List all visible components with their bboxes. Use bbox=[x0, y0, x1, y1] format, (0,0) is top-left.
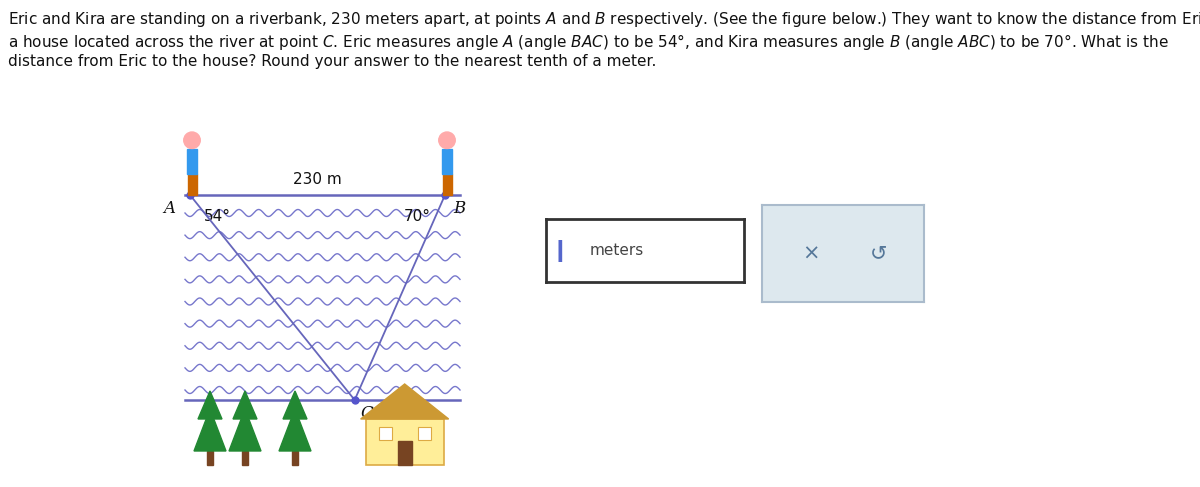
Bar bbox=[418, 427, 431, 440]
Bar bbox=[397, 441, 412, 465]
Polygon shape bbox=[361, 384, 449, 419]
Polygon shape bbox=[233, 391, 257, 419]
Bar bbox=[187, 174, 197, 195]
Text: ↺: ↺ bbox=[870, 243, 887, 263]
Text: C: C bbox=[361, 405, 373, 422]
Circle shape bbox=[439, 132, 455, 149]
Bar bbox=[379, 427, 391, 440]
Bar bbox=[292, 451, 298, 465]
Text: ❙: ❙ bbox=[551, 240, 569, 262]
Polygon shape bbox=[278, 409, 311, 451]
Circle shape bbox=[184, 132, 200, 149]
Bar bbox=[208, 451, 214, 465]
Text: a house located across the river at point $\mathit{C}$. Eric measures angle $\ma: a house located across the river at poin… bbox=[8, 32, 1169, 52]
Text: B: B bbox=[454, 200, 466, 217]
Text: 70°: 70° bbox=[404, 209, 431, 224]
Polygon shape bbox=[229, 409, 262, 451]
Polygon shape bbox=[194, 409, 226, 451]
Text: distance from Eric to the house? Round your answer to the nearest tenth of a met: distance from Eric to the house? Round y… bbox=[8, 54, 656, 69]
Polygon shape bbox=[198, 391, 222, 419]
Bar bbox=[443, 174, 451, 195]
Text: 230 m: 230 m bbox=[293, 172, 342, 187]
Bar bbox=[187, 149, 197, 174]
Text: ×: × bbox=[802, 243, 820, 263]
Text: A: A bbox=[163, 200, 175, 217]
Bar bbox=[242, 451, 248, 465]
Text: meters: meters bbox=[589, 244, 644, 258]
Text: 54°: 54° bbox=[204, 209, 230, 224]
Bar bbox=[442, 149, 452, 174]
Polygon shape bbox=[283, 391, 307, 419]
Bar bbox=[366, 419, 444, 465]
Text: Eric and Kira are standing on a riverbank, 230 meters apart, at points $\mathit{: Eric and Kira are standing on a riverban… bbox=[8, 10, 1200, 29]
